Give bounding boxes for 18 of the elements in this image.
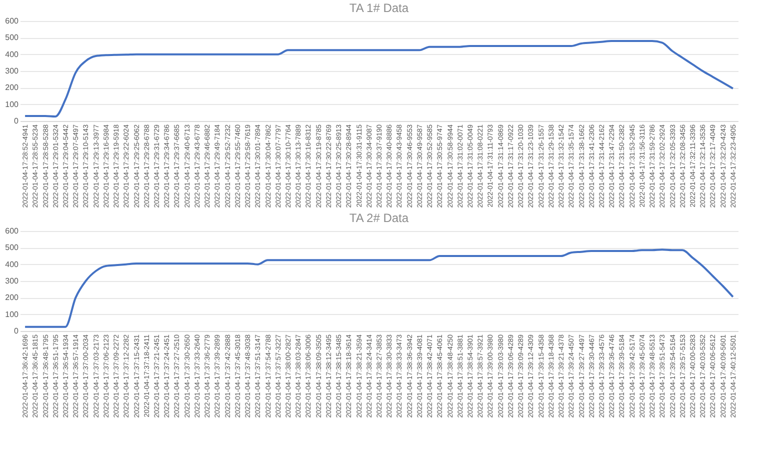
chart-title: TA 2# Data [349,211,409,225]
line-series [24,40,734,118]
line-series [24,248,734,328]
y-tick-label: 400 [5,260,20,269]
y-tick-label: 600 [5,16,20,26]
y-tick-label: 400 [5,50,20,59]
y-tick-label: 200 [5,83,20,92]
y-tick-label: 300 [5,66,20,76]
y-tick-label: 0 [14,116,20,126]
y-tick-label: 300 [5,276,20,286]
y-tick-label: 0 [14,326,20,336]
y-tick-label: 500 [5,33,20,42]
y-tick-label: 600 [5,226,20,236]
y-tick-label: 100 [5,310,20,319]
y-tick-label: 200 [5,293,20,302]
y-tick-label: 100 [5,100,20,109]
y-tick-label: 500 [5,243,20,252]
chart-title: TA 1# Data [349,1,409,15]
